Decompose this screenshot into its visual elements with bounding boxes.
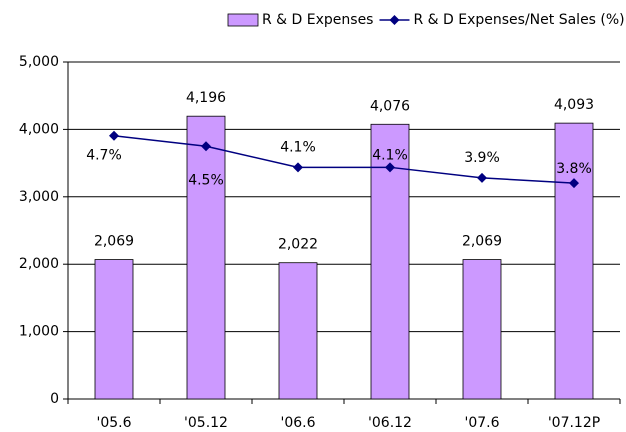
bar-value-label: 4,076 — [370, 98, 410, 114]
line-marker — [477, 172, 487, 183]
x-tick-label: '06.12 — [368, 415, 412, 431]
bar-value-label: 4,196 — [186, 90, 226, 106]
y-tick-label: 1,000 — [19, 324, 59, 340]
bar — [370, 123, 410, 400]
y-tick-label: 0 — [50, 391, 59, 407]
legend-label: R & D Expenses — [262, 12, 373, 28]
line-marker — [385, 162, 395, 173]
legend-marker — [389, 15, 400, 25]
bar — [94, 259, 134, 400]
line-value-label: 4.5% — [188, 172, 224, 188]
x-tick-label: '07.12P — [548, 415, 600, 431]
x-tick-label: '05.6 — [96, 415, 131, 431]
legend-swatch — [227, 13, 259, 27]
x-tick-label: '07.6 — [464, 415, 499, 431]
line — [113, 134, 575, 184]
line-marker — [201, 141, 211, 152]
bar-value-label: 2,069 — [462, 234, 502, 250]
line-value-label: 4.1% — [280, 139, 316, 155]
x-tick-label: '06.6 — [280, 415, 315, 431]
y-tick-label: 2,000 — [19, 256, 59, 272]
line-marker — [569, 178, 579, 189]
y-tick-label: 4,000 — [19, 121, 59, 137]
bar — [278, 262, 318, 400]
bar-value-label: 2,022 — [278, 237, 318, 253]
legend-label: R & D Expenses/Net Sales (%) — [413, 12, 624, 28]
bar — [554, 122, 594, 400]
y-tick-label: 3,000 — [19, 189, 59, 205]
x-tick-label: '05.12 — [184, 415, 228, 431]
line-marker — [109, 130, 119, 141]
line-value-label: 3.8% — [556, 161, 592, 177]
bar-value-label: 4,093 — [554, 97, 594, 113]
bar — [186, 115, 226, 400]
bar-value-label: 2,069 — [94, 234, 134, 250]
line-value-label: 4.1% — [372, 147, 408, 163]
line-value-label: 4.7% — [86, 148, 122, 164]
line-marker — [293, 162, 303, 173]
line-value-label: 3.9% — [464, 150, 500, 166]
bar — [462, 259, 502, 400]
y-tick-label: 5,000 — [19, 54, 59, 70]
